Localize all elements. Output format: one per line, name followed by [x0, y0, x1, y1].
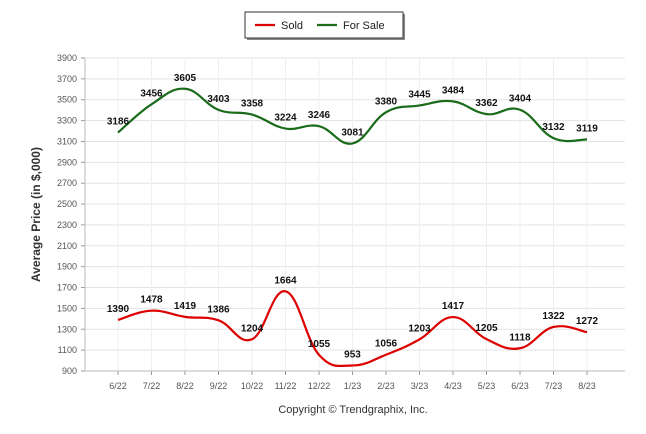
for-sale-data-label: 3362: [475, 98, 498, 109]
sold-series-line: [117, 290, 588, 368]
axes: 900 1100 1300 1500 1700 1900 2100 2300 2500 2700 2…: [57, 53, 625, 391]
x-tick-label: 12/22: [308, 381, 331, 391]
for-sale-data-label: 3246: [308, 110, 331, 121]
sold-data-label: 1478: [140, 295, 163, 306]
for-sale-data-label: 3445: [408, 89, 431, 100]
sold-data-label: 1203: [408, 323, 431, 334]
for-sale-data-label: 3186: [107, 116, 130, 127]
sold-data-label: 1419: [174, 301, 197, 312]
y-tick-label: 3900: [57, 53, 77, 63]
y-tick-label: 2700: [57, 178, 77, 188]
y-tick-label: 1900: [57, 262, 77, 272]
legend-label-sold: Sold: [281, 20, 303, 32]
sold-data-label: 1390: [107, 304, 130, 315]
y-tick-label: 3500: [57, 95, 77, 105]
sold-data-label: 1272: [576, 316, 599, 327]
y-tick-label: 3700: [57, 74, 77, 84]
y-tick-label: 1700: [57, 283, 77, 293]
x-tick-label: 7/22: [143, 381, 161, 391]
copyright-footer: Copyright © Trendgraphix, Inc.: [278, 404, 427, 416]
for-sale-data-label: 3081: [341, 127, 364, 138]
x-tick-label: 9/22: [210, 381, 228, 391]
for-sale-data-label: 3132: [542, 122, 565, 133]
y-tick-label: 2500: [57, 199, 77, 209]
sold-data-label: 1322: [542, 311, 565, 322]
y-tick-label: 3100: [57, 136, 77, 146]
sold-data-label: 1386: [207, 304, 230, 315]
grid: [85, 57, 625, 372]
legend: Sold For Sale: [244, 11, 405, 40]
for-sale-data-label: 3358: [241, 99, 264, 110]
y-tick-label: 2300: [57, 220, 77, 230]
y-tick-label: 900: [62, 366, 77, 376]
x-tick-label: 4/23: [444, 381, 462, 391]
for-sale-series-line: [117, 87, 588, 145]
for-sale-data-label: 3224: [274, 113, 297, 124]
sold-data-label: 1204: [241, 323, 264, 334]
series-layer: [117, 87, 588, 368]
x-tick-label: 1/23: [344, 381, 362, 391]
y-tick-label: 2100: [57, 241, 77, 251]
x-tick-label: 10/22: [241, 381, 264, 391]
x-tick-label: 5/23: [478, 381, 496, 391]
for-sale-data-label: 3403: [207, 94, 230, 105]
for-sale-data-label: 3605: [174, 73, 197, 84]
sold-data-label: 1056: [375, 339, 398, 350]
sold-data-label: 953: [344, 349, 361, 360]
x-tick-label: 6/23: [511, 381, 529, 391]
y-tick-label: 1100: [58, 345, 77, 355]
y-tick-label: 3300: [57, 116, 77, 126]
y-tick-label: 1300: [57, 324, 77, 334]
x-tick-label: 11/22: [275, 381, 297, 391]
x-tick-label: 8/23: [578, 381, 596, 391]
labels-layer: 1390 1478 1419 1386 1204 1664 1055 953 1056 1203 1…: [107, 73, 599, 361]
for-sale-data-label: 3119: [576, 123, 598, 134]
x-tick-label: 8/22: [176, 381, 194, 391]
x-tick-label: 7/23: [545, 381, 563, 391]
legend-label-for-sale: For Sale: [343, 20, 385, 32]
y-tick-label: 1500: [57, 303, 77, 313]
sold-data-label: 1417: [442, 301, 465, 312]
sold-data-label: 1055: [308, 339, 331, 350]
for-sale-data-label: 3456: [140, 88, 163, 99]
for-sale-data-label: 3380: [375, 96, 398, 107]
sold-data-label: 1205: [475, 323, 498, 334]
sold-data-label: 1664: [274, 275, 297, 286]
y-axis-title: Average Price (in $,000): [29, 147, 43, 282]
sold-data-label: 1118: [509, 332, 531, 343]
for-sale-data-label: 3404: [509, 94, 532, 105]
x-tick-label: 3/23: [411, 381, 429, 391]
x-tick-label: 6/22: [109, 381, 127, 391]
for-sale-data-label: 3484: [442, 85, 465, 96]
x-tick-label: 2/23: [377, 381, 395, 391]
y-tick-label: 2900: [57, 157, 77, 167]
